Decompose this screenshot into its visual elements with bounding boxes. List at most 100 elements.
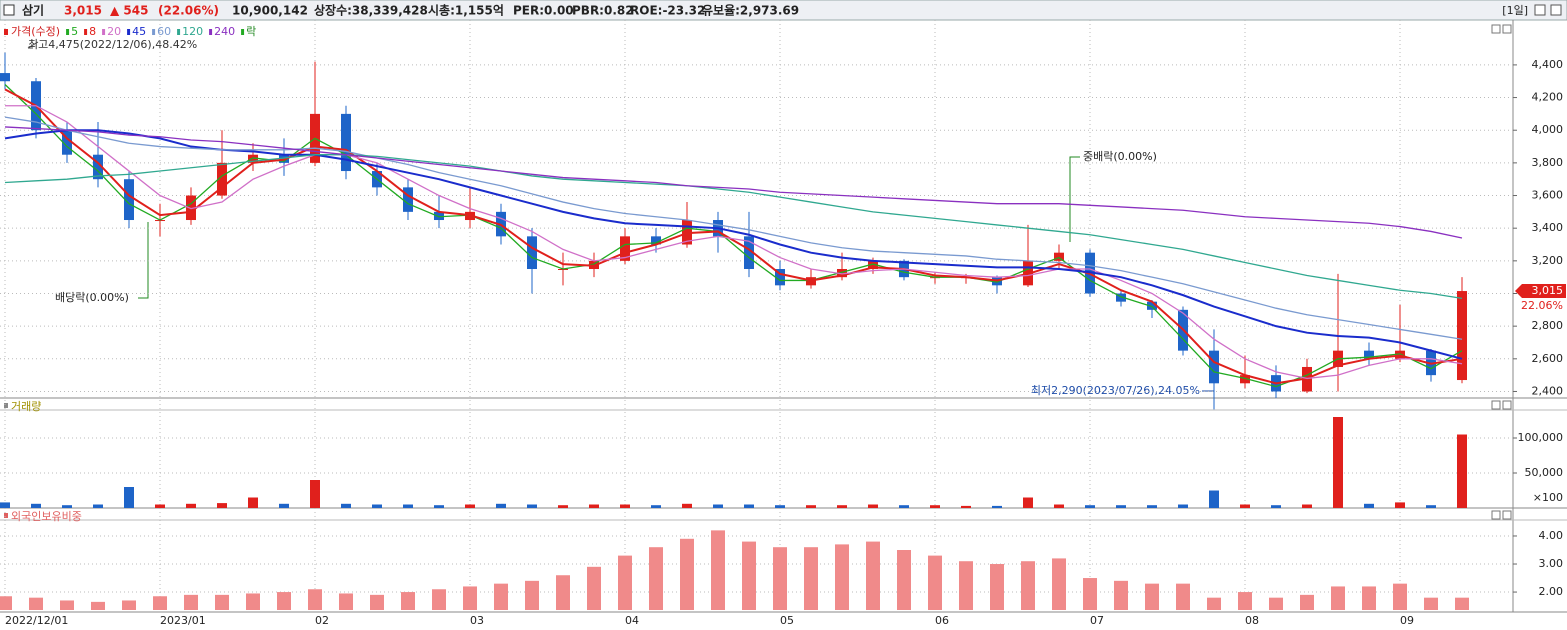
- volume-bar: [589, 504, 599, 508]
- y-tick-label: 100,000: [1518, 431, 1564, 444]
- y-tick-label: 3,200: [1532, 254, 1564, 267]
- candle-body: [403, 187, 413, 212]
- volume-bar: [682, 503, 692, 508]
- volume-bar: [930, 505, 940, 508]
- header-per: PER:0.00: [513, 4, 574, 18]
- volume-bar: [1054, 504, 1064, 508]
- annotation-arrow: [27, 41, 39, 49]
- pane-button[interactable]: [1502, 400, 1512, 410]
- foreign-bar: [246, 593, 260, 610]
- foreign-bar: [1021, 561, 1035, 610]
- foreign-bar: [91, 601, 105, 610]
- candle-body: [527, 236, 537, 270]
- header-change: ▲ 545: [110, 4, 148, 18]
- legend-icon: [209, 29, 213, 35]
- candle-body: [1147, 301, 1157, 310]
- foreign-bar: [122, 600, 136, 610]
- header-pbr: PBR:0.82: [572, 4, 634, 18]
- checkbox[interactable]: [3, 4, 15, 16]
- legend-icon: [66, 29, 70, 35]
- foreign-bar: [1331, 586, 1345, 610]
- volume-bar: [837, 505, 847, 508]
- mid-dividend-annotation: 중배락(0.00%): [1083, 150, 1157, 163]
- volume-bar: [868, 504, 878, 508]
- annotation-leader: [138, 222, 149, 299]
- legend-label: 20: [107, 25, 121, 38]
- pane-icon: [4, 513, 8, 518]
- legend-icon: [84, 29, 88, 35]
- volume-bar: [744, 504, 754, 508]
- foreign-bar: [990, 564, 1004, 610]
- candle-body: [620, 236, 630, 261]
- candle-body: [186, 195, 196, 221]
- ma-line: [4, 84, 1463, 388]
- candle-body: [1457, 291, 1467, 381]
- volume-bar: [186, 503, 196, 508]
- foreign-bar: [680, 538, 694, 610]
- pane-button[interactable]: [1491, 510, 1501, 520]
- pane-button[interactable]: [1502, 24, 1512, 34]
- volume-bar: [1395, 502, 1405, 508]
- header-roe: ROE:-23.32: [630, 4, 705, 18]
- candle-body: [1209, 350, 1219, 384]
- y-tick-label: 3.00: [1539, 557, 1564, 570]
- volume-bar: [1364, 503, 1374, 508]
- y-tick-label: 50,000: [1525, 466, 1564, 479]
- foreign-bar: [1207, 597, 1221, 610]
- low-annotation: 최저2,290(2023/07/26),24.05%: [1031, 384, 1200, 397]
- volume-bar: [341, 503, 351, 508]
- x-tick-label: 06: [935, 614, 949, 627]
- legend-icon: [4, 29, 8, 35]
- volume-bar: [1333, 417, 1343, 508]
- foreign-bar: [835, 544, 849, 610]
- foreign-bar: [649, 547, 663, 610]
- volume-bar: [713, 504, 723, 508]
- foreign-bar: [1114, 580, 1128, 610]
- volume-bar: [806, 505, 816, 508]
- legend-icon: [241, 29, 245, 35]
- pane-button[interactable]: [1491, 400, 1501, 410]
- volume-bar: [1147, 505, 1157, 508]
- y-tick-label: 4,200: [1532, 91, 1564, 104]
- pane-button[interactable]: [1502, 510, 1512, 520]
- volume-bar: [1116, 505, 1126, 508]
- candle-body: [1054, 252, 1064, 261]
- foreign-bar: [308, 589, 322, 610]
- header-listed: 상장수:38,339,428: [314, 3, 428, 18]
- foreign-bar: [959, 561, 973, 610]
- volume-bar: [1426, 505, 1436, 508]
- ma-line: [4, 88, 1463, 385]
- foreign-bar: [711, 530, 725, 610]
- foreign-bar: [494, 583, 508, 610]
- x-tick-label: 02: [315, 614, 329, 627]
- volume-bar: [124, 487, 134, 508]
- foreign-bar: [463, 586, 477, 610]
- x-tick-label: 04: [625, 614, 639, 627]
- volume-bar: [1085, 505, 1095, 508]
- legend-label: 락: [246, 25, 256, 38]
- x-tick-label: 09: [1400, 614, 1414, 627]
- window-button[interactable]: [1534, 4, 1546, 16]
- y-tick-label: 2.00: [1539, 585, 1564, 598]
- ma-line: [4, 126, 1463, 239]
- volume-bar: [31, 503, 41, 508]
- y-tick-label: 2,800: [1532, 319, 1564, 332]
- volume-bar: [775, 505, 785, 508]
- period[interactable]: [1일]: [1502, 3, 1528, 17]
- legend-label: 60: [157, 25, 171, 38]
- header-volume: 10,900,142: [232, 4, 308, 18]
- candle-body: [651, 236, 661, 245]
- foreign-bar: [897, 550, 911, 610]
- pane-button[interactable]: [1491, 24, 1501, 34]
- foreign-bar: [1176, 583, 1190, 610]
- close-button[interactable]: [1550, 4, 1562, 16]
- foreign-bar: [1145, 583, 1159, 610]
- foreign-bar: [60, 600, 74, 610]
- volume-bar: [0, 502, 10, 508]
- volume-bar: [1023, 497, 1033, 508]
- volume-bar: [62, 505, 72, 508]
- foreign-bar: [1269, 597, 1283, 610]
- volume-bar: [217, 503, 227, 508]
